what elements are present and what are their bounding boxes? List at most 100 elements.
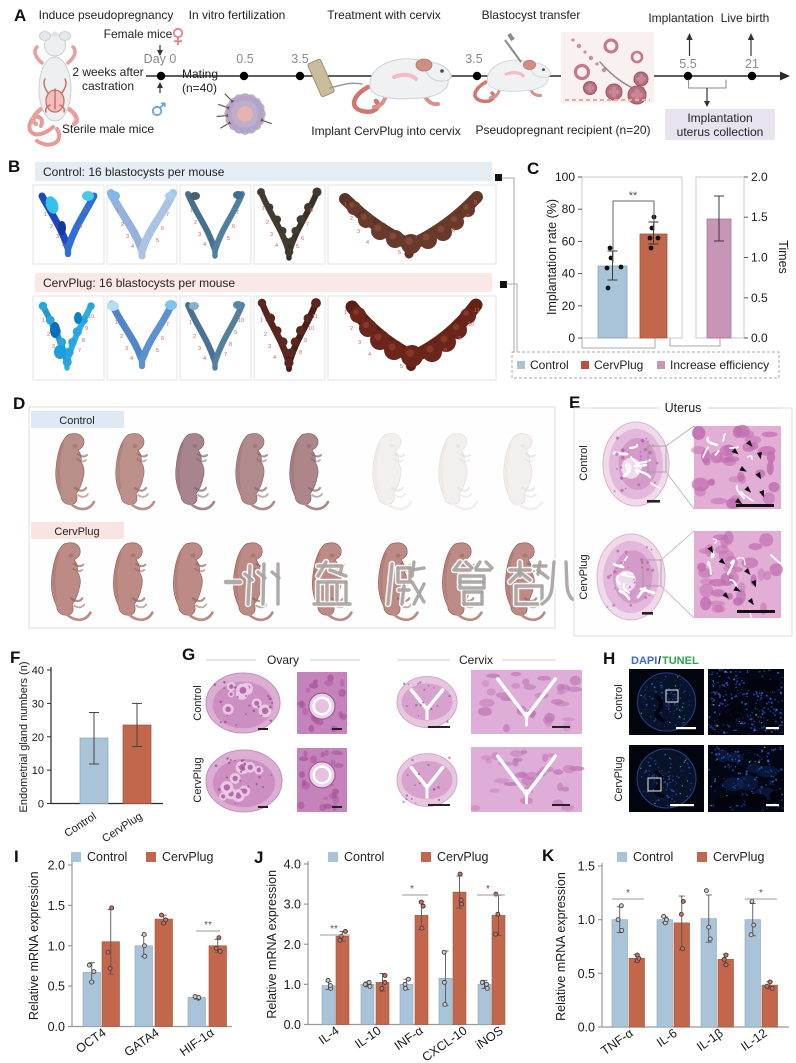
svg-text:2: 2 — [194, 220, 197, 226]
svg-text:CXCL-10: CXCL-10 — [420, 1023, 470, 1063]
svg-text:Blastocyst transfer: Blastocyst transfer — [482, 8, 581, 22]
svg-text:(n=40): (n=40) — [182, 81, 217, 95]
svg-text:Implantation: Implantation — [687, 111, 752, 125]
svg-text:1.5: 1.5 — [751, 210, 768, 224]
svg-text:Relative mRNA expression: Relative mRNA expression — [27, 871, 41, 1020]
svg-text:10: 10 — [468, 322, 474, 328]
svg-text:Control: Control — [59, 415, 94, 427]
svg-text:Implant CervPlug into cervix: Implant CervPlug into cervix — [311, 124, 460, 138]
svg-text:9: 9 — [458, 336, 461, 342]
svg-text:4: 4 — [57, 355, 60, 361]
svg-text:8: 8 — [444, 348, 447, 354]
svg-text:Control: Control — [344, 850, 384, 864]
svg-text:1.5: 1.5 — [48, 899, 65, 913]
svg-text:4: 4 — [62, 243, 65, 249]
svg-text:Control: Control — [192, 685, 204, 720]
svg-text:3: 3 — [268, 344, 271, 350]
svg-text:5: 5 — [227, 236, 230, 242]
svg-text:Control: Control — [530, 358, 569, 372]
svg-text:40: 40 — [32, 665, 44, 677]
svg-text:Endometrial gland numbers (n): Endometrial gland numbers (n) — [18, 661, 30, 812]
svg-text:1: 1 — [260, 318, 263, 324]
svg-text:CervPlug: 16 blastocysts per m: CervPlug: 16 blastocysts per mouse — [43, 276, 235, 290]
svg-text:DAPI: DAPI — [631, 655, 657, 667]
svg-text:CervPlug: CervPlug — [100, 810, 144, 845]
svg-text:Increase efficiency: Increase efficiency — [670, 358, 769, 372]
svg-text:3: 3 — [198, 346, 201, 352]
svg-text:*: * — [410, 884, 414, 895]
svg-text:J: J — [254, 848, 263, 867]
svg-text:0: 0 — [38, 799, 44, 811]
svg-text:3.0: 3.0 — [284, 898, 301, 912]
svg-text:In vitro fertilization: In vitro fertilization — [189, 8, 286, 22]
svg-text:Control: Control — [62, 810, 98, 839]
svg-text:Induce pseudopregnancy: Induce pseudopregnancy — [39, 8, 174, 22]
svg-text:7: 7 — [466, 214, 469, 220]
svg-text:castration: castration — [82, 79, 134, 93]
svg-text:8: 8 — [229, 342, 232, 348]
svg-text:30: 30 — [32, 698, 44, 710]
svg-text:0.0: 0.0 — [284, 1018, 301, 1032]
svg-text:1: 1 — [189, 320, 192, 326]
svg-text:CervPlug: CervPlug — [713, 850, 764, 864]
svg-text:**: ** — [330, 924, 338, 935]
svg-text:CervPlug: CervPlug — [578, 554, 590, 599]
svg-text:B: B — [8, 157, 20, 176]
svg-text:4: 4 — [131, 244, 134, 250]
svg-text:1.5: 1.5 — [578, 860, 595, 874]
svg-text:7: 7 — [306, 222, 309, 228]
svg-text:3: 3 — [198, 232, 201, 238]
svg-text:21: 21 — [745, 57, 759, 71]
svg-text:3: 3 — [270, 232, 273, 238]
svg-text:7: 7 — [166, 322, 169, 328]
svg-text:Times: Times — [776, 240, 790, 274]
svg-text:6: 6 — [301, 236, 304, 242]
svg-text:uterus collection: uterus collection — [677, 125, 764, 139]
svg-text:Control: Control — [633, 850, 673, 864]
svg-text:2: 2 — [121, 222, 124, 228]
svg-text:3.5: 3.5 — [291, 52, 308, 66]
svg-text:K: K — [542, 846, 555, 865]
svg-text:2 weeks after: 2 weeks after — [72, 65, 143, 79]
svg-text:3: 3 — [52, 344, 55, 350]
svg-text:Control: 16 blastocysts per mo: Control: 16 blastocysts per mouse — [43, 165, 225, 179]
svg-text:*: * — [626, 888, 630, 899]
svg-text:0.5: 0.5 — [751, 291, 768, 305]
svg-text:Relative mRNA expression: Relative mRNA expression — [265, 870, 279, 1019]
svg-text:5.5: 5.5 — [679, 57, 696, 71]
svg-text:Mating: Mating — [182, 67, 218, 81]
svg-text:2: 2 — [120, 334, 123, 340]
svg-text:9: 9 — [304, 338, 307, 344]
svg-text:Implantation rate (%): Implantation rate (%) — [545, 199, 559, 315]
svg-text:Sterile male mice: Sterile male mice — [62, 122, 154, 136]
svg-text:3: 3 — [56, 234, 59, 240]
svg-text:A: A — [14, 6, 26, 25]
svg-text:2: 2 — [266, 220, 269, 226]
svg-text:C: C — [527, 159, 539, 178]
svg-text:7: 7 — [78, 348, 81, 354]
svg-text:0.5: 0.5 — [236, 52, 253, 66]
svg-text:9: 9 — [85, 326, 88, 332]
svg-text:60: 60 — [562, 234, 576, 248]
svg-text:Live birth: Live birth — [721, 11, 770, 25]
svg-text:5: 5 — [156, 238, 159, 244]
svg-text:11: 11 — [312, 314, 318, 320]
svg-text:4: 4 — [273, 355, 276, 361]
svg-text:5: 5 — [296, 244, 299, 250]
svg-text:10: 10 — [32, 765, 44, 777]
svg-text:Control: Control — [578, 445, 590, 480]
svg-text:1.0: 1.0 — [751, 251, 768, 265]
svg-text:Pseudopregnant recipient (n=20: Pseudopregnant recipient (n=20) — [475, 123, 650, 137]
svg-text:9: 9 — [234, 330, 237, 336]
svg-text:6: 6 — [452, 228, 455, 234]
svg-text:11: 11 — [474, 308, 480, 314]
svg-text:iNOS: iNOS — [473, 1023, 506, 1052]
svg-text:**: ** — [629, 190, 638, 202]
svg-text:0.5: 0.5 — [48, 980, 65, 994]
svg-text:80: 80 — [562, 202, 576, 216]
svg-text:0.0: 0.0 — [751, 331, 768, 345]
svg-text:4: 4 — [203, 242, 206, 248]
svg-text:CervPlug: CervPlug — [613, 756, 625, 801]
svg-text:CervPlug: CervPlug — [594, 358, 643, 372]
svg-text:5: 5 — [400, 364, 403, 370]
